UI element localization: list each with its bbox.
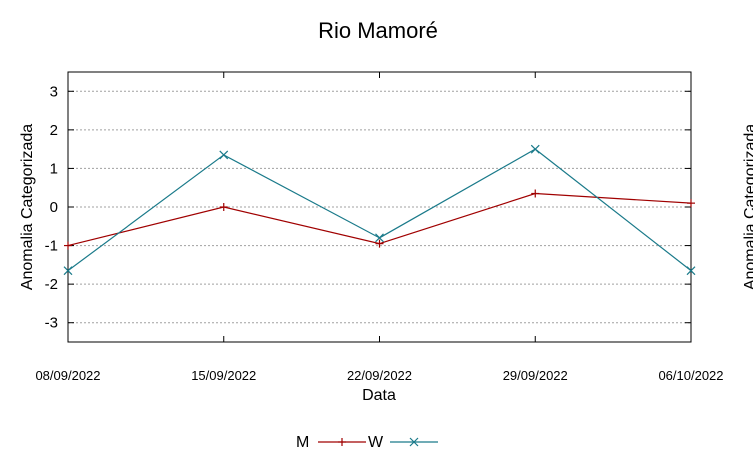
grid-lines (68, 90, 691, 324)
x-tick-label: 29/09/2022 (503, 368, 568, 383)
right-y-axis-label: Anomalia Categorizada (742, 124, 753, 290)
y-tick-label: -2 (45, 276, 58, 293)
y-tick-label: -3 (45, 315, 58, 332)
legend-label: M (296, 434, 309, 451)
y-tick-label: -1 (45, 238, 58, 255)
data-point-W (375, 233, 384, 243)
x-tick-label: 22/09/2022 (347, 368, 412, 383)
series-line-W (67, 148, 692, 272)
series-M (64, 189, 695, 250)
y-tick-label: 1 (50, 160, 58, 177)
legend-item-M: M (296, 434, 366, 451)
data-point-W (686, 266, 696, 276)
chart-title: Rio Mamoré (318, 18, 438, 43)
y-tick-label: 2 (50, 122, 58, 139)
legend-marker-W (409, 437, 419, 447)
legend-label: W (368, 434, 384, 451)
x-tick-label: 06/10/2022 (658, 368, 723, 383)
data-point-W (63, 266, 73, 276)
data-point-W (219, 150, 229, 160)
series-layer (63, 144, 696, 276)
series-W (63, 144, 696, 276)
y-axis-label: Anomalia Categorizada (19, 124, 36, 290)
x-axis-ticks: 08/09/2022 15/09/2022 22/09/2022 29/09/2022… (35, 72, 724, 383)
y-tick-label: 0 (50, 199, 58, 216)
data-point-W (530, 144, 540, 154)
x-tick-label: 08/09/2022 (35, 368, 100, 383)
x-axis-label: Data (362, 387, 396, 404)
y-axis-ticks: -3 -2 -1 0 1 2 3 (45, 83, 691, 332)
legend-item-W: W (368, 434, 438, 451)
x-tick-label: 15/09/2022 (191, 368, 256, 383)
y-tick-label: 3 (50, 83, 58, 100)
